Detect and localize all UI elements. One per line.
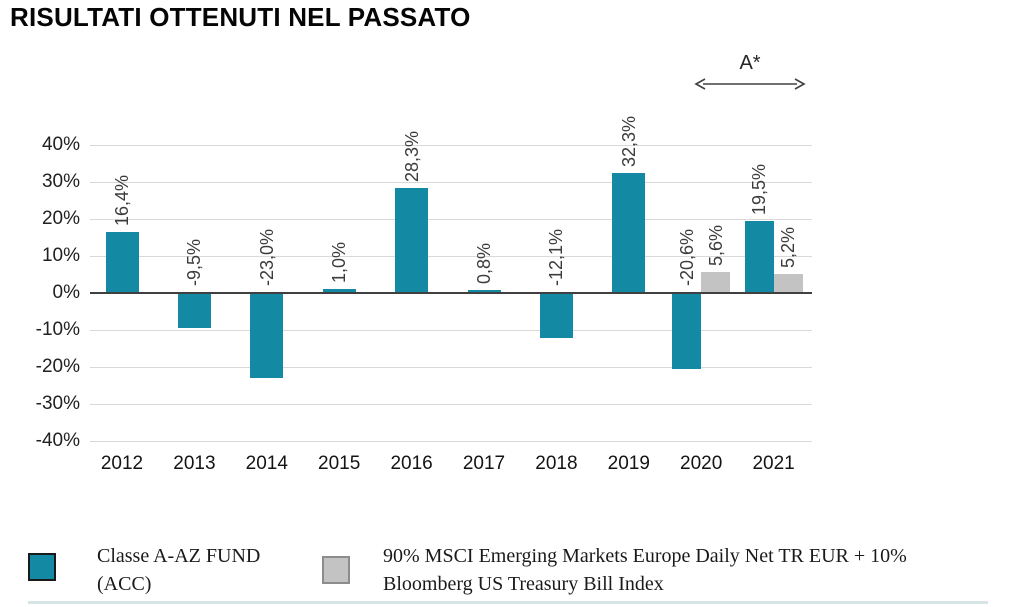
fund-bar-2018	[539, 293, 573, 338]
fund-bar-2015	[322, 289, 356, 293]
benchmark-legend-label: 90% MSCI Emerging Markets Europe Daily N…	[383, 545, 907, 595]
double-arrow-icon	[694, 78, 806, 90]
gridline	[90, 182, 812, 183]
benchmark-bar-2021	[773, 273, 803, 293]
fund-bar-2017	[467, 290, 501, 293]
gridline	[90, 441, 812, 442]
fund-bar-2019	[612, 173, 646, 293]
y-axis-tick-label: 20%	[41, 208, 80, 229]
y-axis-tick-label: 30%	[41, 171, 80, 192]
x-axis-year-label: 2015	[318, 453, 361, 474]
x-axis-year-label: 2019	[607, 453, 650, 474]
annotation-label: A*	[739, 52, 761, 74]
gridline	[90, 404, 812, 405]
bottom-divider	[28, 601, 988, 604]
benchmark-bar-2020	[701, 272, 731, 293]
bar-value-label: 5,2%	[778, 226, 799, 268]
y-axis-tick-label: -20%	[35, 356, 80, 377]
y-axis-tick-label: 10%	[41, 245, 80, 266]
x-axis-year-label: 2021	[752, 453, 795, 474]
bar-value-label: -12,1%	[546, 228, 567, 286]
bar-value-label: 1,0%	[329, 242, 350, 284]
x-axis-year-label: 2018	[535, 453, 578, 474]
zero-axis-line	[90, 292, 812, 294]
gridline	[90, 256, 812, 257]
x-axis-year-label: 2016	[390, 453, 433, 474]
bar-value-label: 16,4%	[112, 175, 132, 227]
y-axis-tick-label: -40%	[35, 430, 80, 451]
fund-bar-2013	[177, 293, 211, 329]
gridline	[90, 145, 812, 146]
gridline	[90, 367, 812, 368]
fund-bar-2021	[744, 220, 774, 293]
fund-bar-2014	[250, 293, 284, 379]
bar-value-label: -9,5%	[184, 238, 205, 286]
fund-bar-2016	[395, 188, 429, 293]
fund-bar-2020	[672, 293, 702, 370]
bar-value-label: 5,6%	[705, 225, 726, 267]
x-axis-year-label: 2017	[462, 453, 506, 474]
bar-value-label: 32,3%	[618, 116, 639, 168]
x-axis-year-label: 2013	[173, 453, 216, 474]
fund-legend-label: Classe A-AZ FUND (ACC)	[97, 545, 261, 595]
x-axis-year-label: 2020	[680, 453, 723, 474]
y-axis-tick-label: -10%	[35, 319, 80, 340]
legend-item-benchmark: 90% MSCI Emerging Markets Europe Daily N…	[322, 545, 983, 598]
bar-value-label: 28,3%	[401, 131, 422, 183]
fund-bar-2012	[105, 232, 139, 293]
bar-value-label: -23,0%	[256, 228, 277, 286]
y-axis-tick-label: 40%	[41, 134, 80, 155]
page-title: RISULTATI OTTENUTI NEL PASSATO	[10, 2, 471, 32]
bar-value-label: -20,6%	[676, 228, 697, 286]
gridline	[90, 219, 812, 220]
y-axis-tick-label: -30%	[35, 393, 80, 414]
x-axis-year-label: 2014	[245, 453, 288, 474]
y-axis-tick-label: 0%	[52, 282, 80, 303]
bar-value-label: 19,5%	[749, 163, 770, 215]
fund-swatch	[28, 553, 56, 581]
x-axis-year-label: 2012	[100, 453, 144, 474]
gridline	[90, 330, 812, 331]
benchmark-swatch	[322, 556, 350, 584]
legend-item-fund: Classe A-AZ FUND (ACC)	[28, 545, 297, 598]
bar-value-label: 0,8%	[474, 243, 494, 285]
